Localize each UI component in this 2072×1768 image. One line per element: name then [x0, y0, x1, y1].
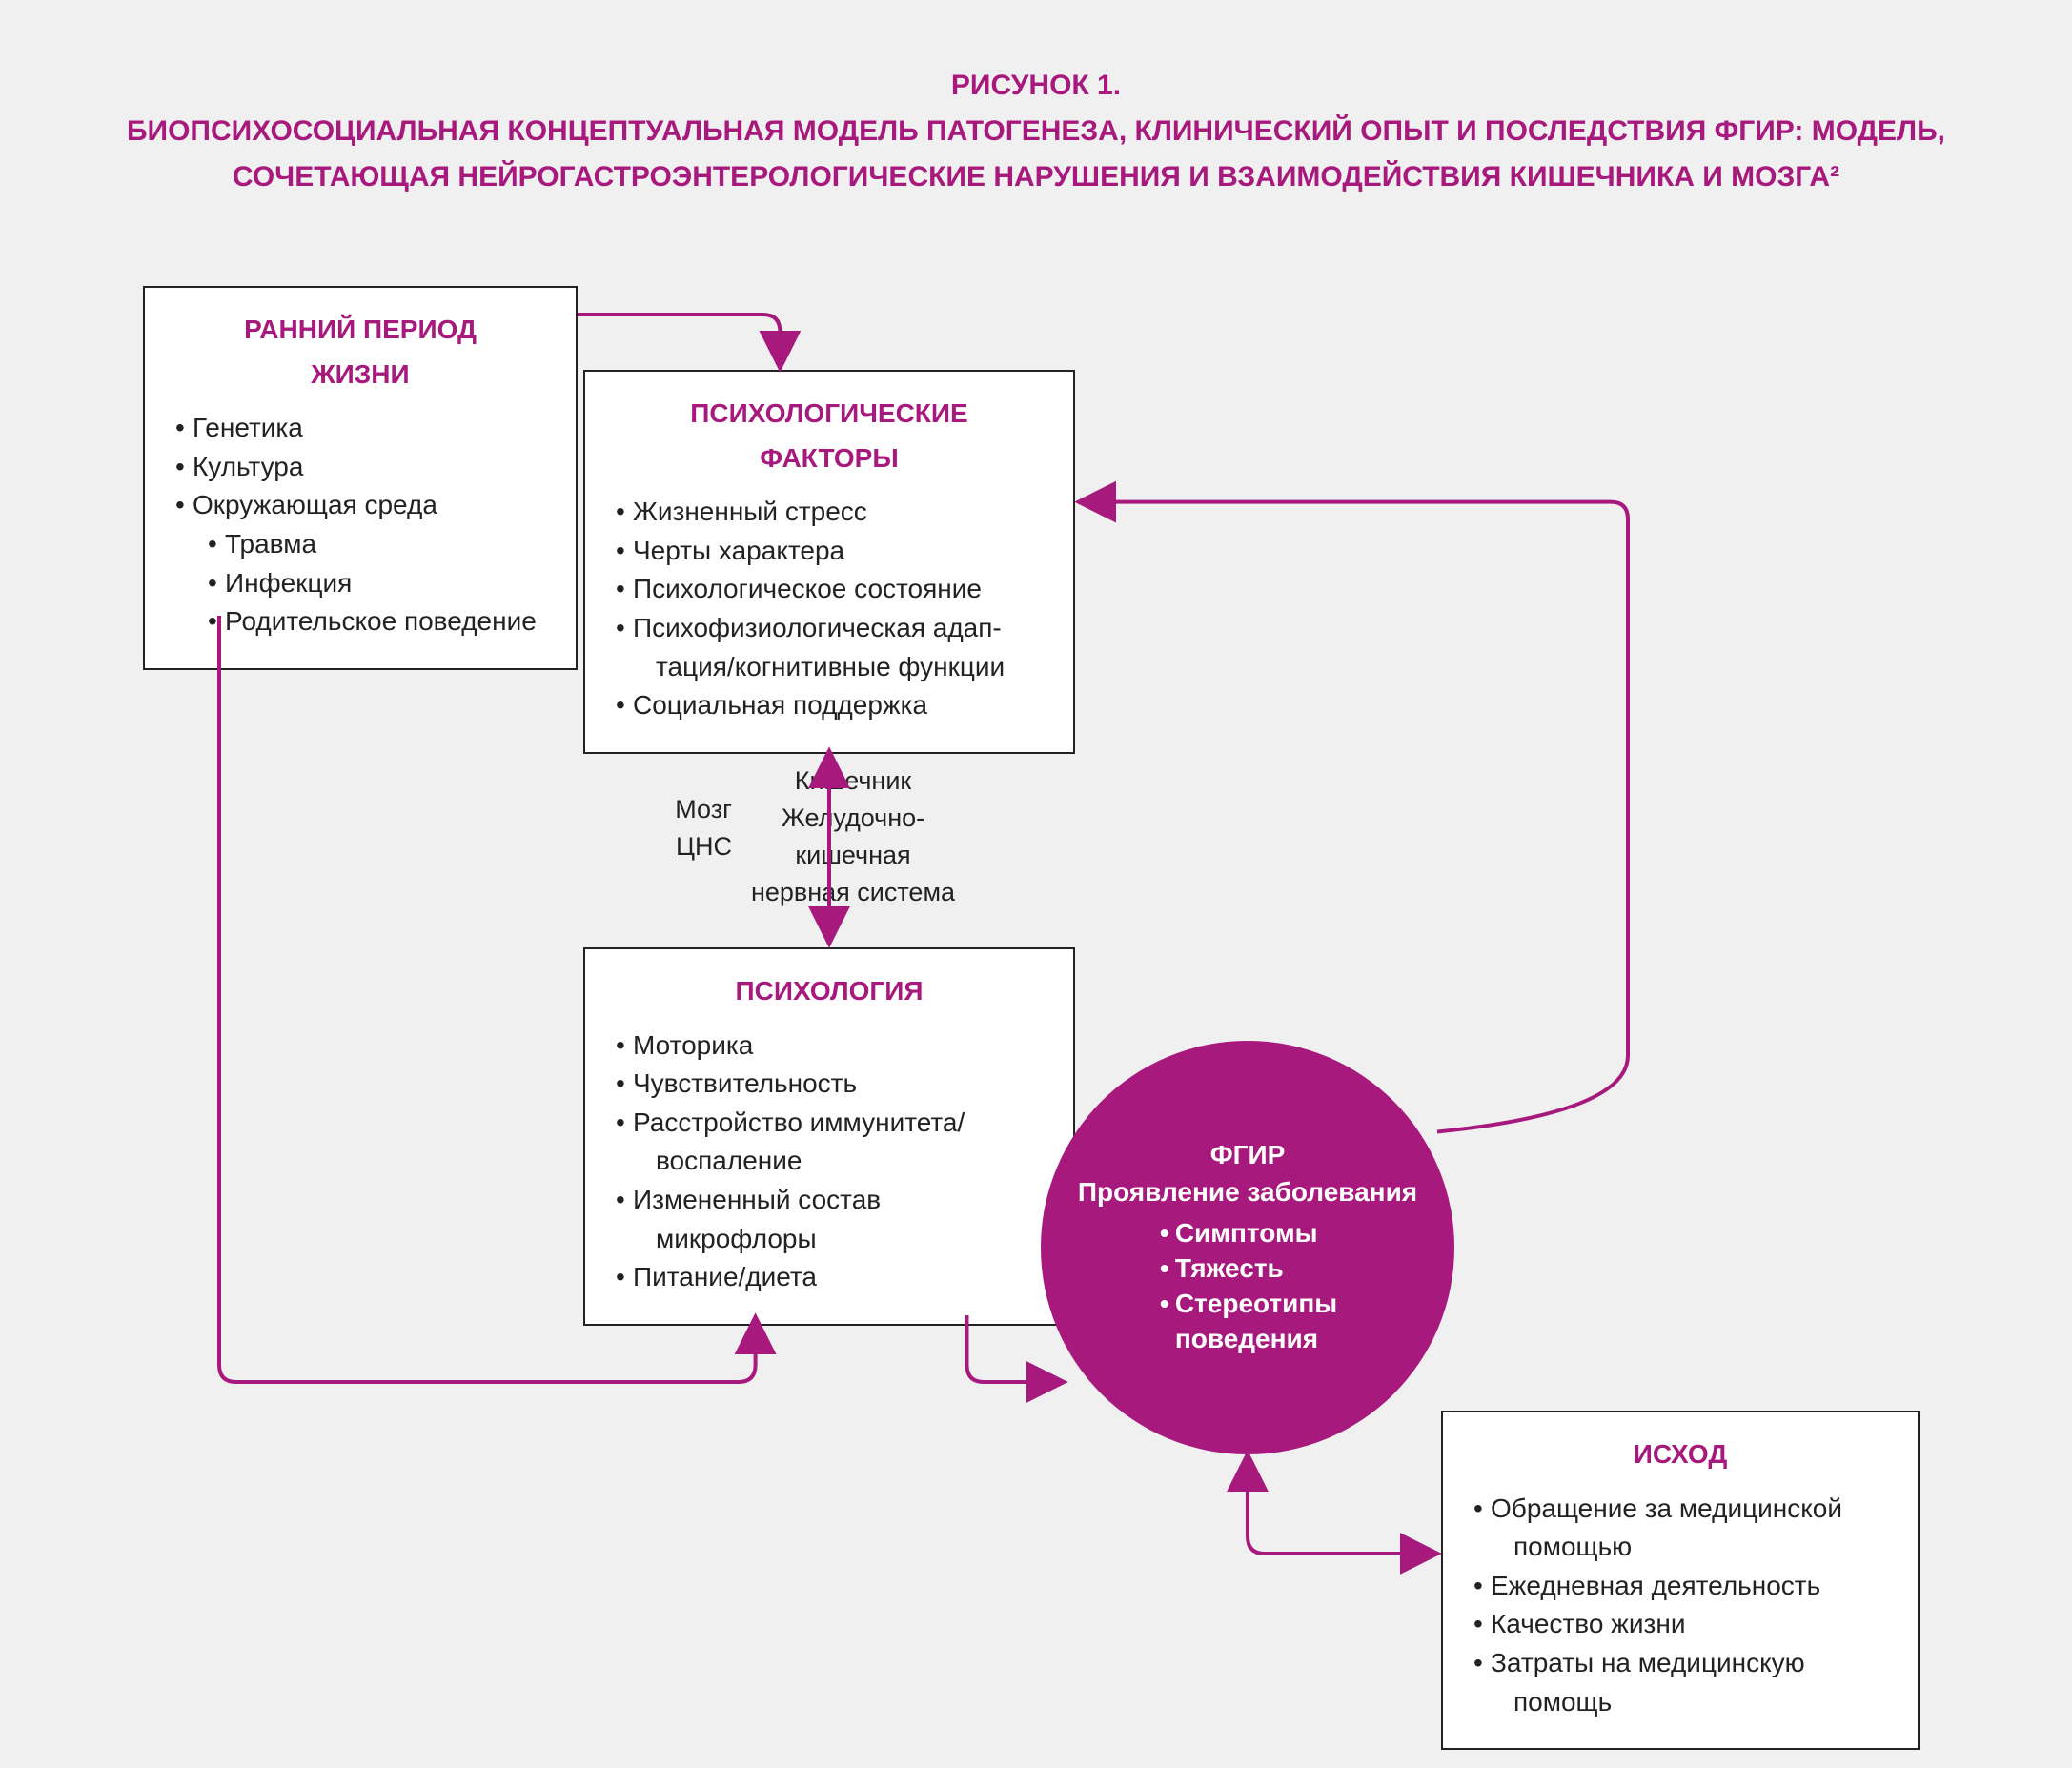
circle-fgid-sub: Проявление заболевания	[1078, 1175, 1417, 1210]
list-item: Социальная поддержка	[612, 686, 1046, 725]
list-item: Психофизиологическая адап-	[612, 609, 1046, 648]
box-outcome: ИСХОД Обращение за медицинскойпомощьюЕже…	[1441, 1411, 1920, 1750]
axis-label-line: Кишечник	[743, 762, 963, 800]
axis-label-line: нервная система	[743, 874, 963, 911]
figure-number: РИСУНОК 1.	[0, 67, 2072, 105]
box-early-life-items: ГенетикаКультураОкружающая средаТравмаИн…	[172, 409, 549, 641]
list-item: Культура	[172, 448, 549, 487]
list-item: Расстройство иммунитета/	[612, 1104, 1046, 1143]
list-item: Измененный состав	[612, 1181, 1046, 1220]
list-item: Травма	[172, 525, 549, 564]
list-item: Симптомы	[1158, 1216, 1337, 1251]
box-psych-factors: ПСИХОЛОГИЧЕСКИЕ ФАКТОРЫ Жизненный стресс…	[583, 370, 1075, 754]
figure-title-line-1: БИОПСИХОСОЦИАЛЬНАЯ КОНЦЕПТУАЛЬНАЯ МОДЕЛЬ…	[0, 112, 2072, 151]
figure-title-line-2: СОЧЕТАЮЩАЯ НЕЙРОГАСТРОЭНТЕРОЛОГИЧЕСКИЕ Н…	[0, 158, 2072, 196]
box-physiology: ПСИХОЛОГИЯ МоторикаЧувствительностьРасст…	[583, 947, 1075, 1326]
axis-label-brain: МозгЦНС	[579, 791, 732, 865]
list-item: помощь	[1470, 1683, 1891, 1722]
list-item: Окружающая среда	[172, 486, 549, 525]
box-physiology-items: МоторикаЧувствительностьРасстройство имм…	[612, 1026, 1046, 1297]
diagram-canvas: РИСУНОК 1. БИОПСИХОСОЦИАЛЬНАЯ КОНЦЕПТУАЛ…	[0, 0, 2072, 1768]
list-item: помощью	[1470, 1528, 1891, 1567]
list-item: Генетика	[172, 409, 549, 448]
axis-label-line: Желудочно-	[743, 800, 963, 837]
list-item: Затраты на медицинскую	[1470, 1644, 1891, 1683]
circle-fgid-title: ФГИР	[1210, 1138, 1286, 1173]
axis-label-gut: КишечникЖелудочно-кишечнаянервная систем…	[743, 762, 963, 912]
axis-label-line: кишечная	[743, 837, 963, 874]
box-early-life-subtitle: ЖИЗНИ	[172, 356, 549, 395]
box-outcome-title: ИСХОД	[1470, 1435, 1891, 1474]
list-item: Моторика	[612, 1026, 1046, 1066]
box-early-life-title: РАННИЙ ПЕРИОД	[172, 311, 549, 350]
circle-fgid-items: СимптомыТяжестьСтереотипыповедения	[1158, 1216, 1337, 1357]
box-psych-factors-items: Жизненный стрессЧерты характераПсихологи…	[612, 493, 1046, 725]
list-item: Стереотипы	[1158, 1287, 1337, 1322]
list-item: тация/когнитивные функции	[612, 648, 1046, 687]
list-item: воспаление	[612, 1142, 1046, 1181]
list-item: Инфекция	[172, 564, 549, 603]
axis-label-line: ЦНС	[579, 828, 732, 865]
list-item: Питание/диета	[612, 1258, 1046, 1297]
list-item: Психологическое состояние	[612, 570, 1046, 609]
list-item: поведения	[1158, 1322, 1337, 1357]
axis-label-line: Мозг	[579, 791, 732, 828]
list-item: Обращение за медицинской	[1470, 1490, 1891, 1529]
box-physiology-title: ПСИХОЛОГИЯ	[612, 972, 1046, 1011]
box-outcome-items: Обращение за медицинскойпомощьюЕжедневна…	[1470, 1490, 1891, 1722]
list-item: Качество жизни	[1470, 1605, 1891, 1644]
list-item: Родительское поведение	[172, 602, 549, 641]
list-item: Жизненный стресс	[612, 493, 1046, 532]
list-item: Черты характера	[612, 532, 1046, 571]
box-psych-factors-subtitle: ФАКТОРЫ	[612, 439, 1046, 478]
box-psych-factors-title: ПСИХОЛОГИЧЕСКИЕ	[612, 395, 1046, 434]
list-item: Ежедневная деятельность	[1470, 1567, 1891, 1606]
list-item: Тяжесть	[1158, 1251, 1337, 1287]
circle-fgid: ФГИР Проявление заболевания СимптомыТяже…	[1041, 1041, 1454, 1454]
box-early-life: РАННИЙ ПЕРИОД ЖИЗНИ ГенетикаКультураОкру…	[143, 286, 578, 670]
list-item: Чувствительность	[612, 1065, 1046, 1104]
list-item: микрофлоры	[612, 1220, 1046, 1259]
